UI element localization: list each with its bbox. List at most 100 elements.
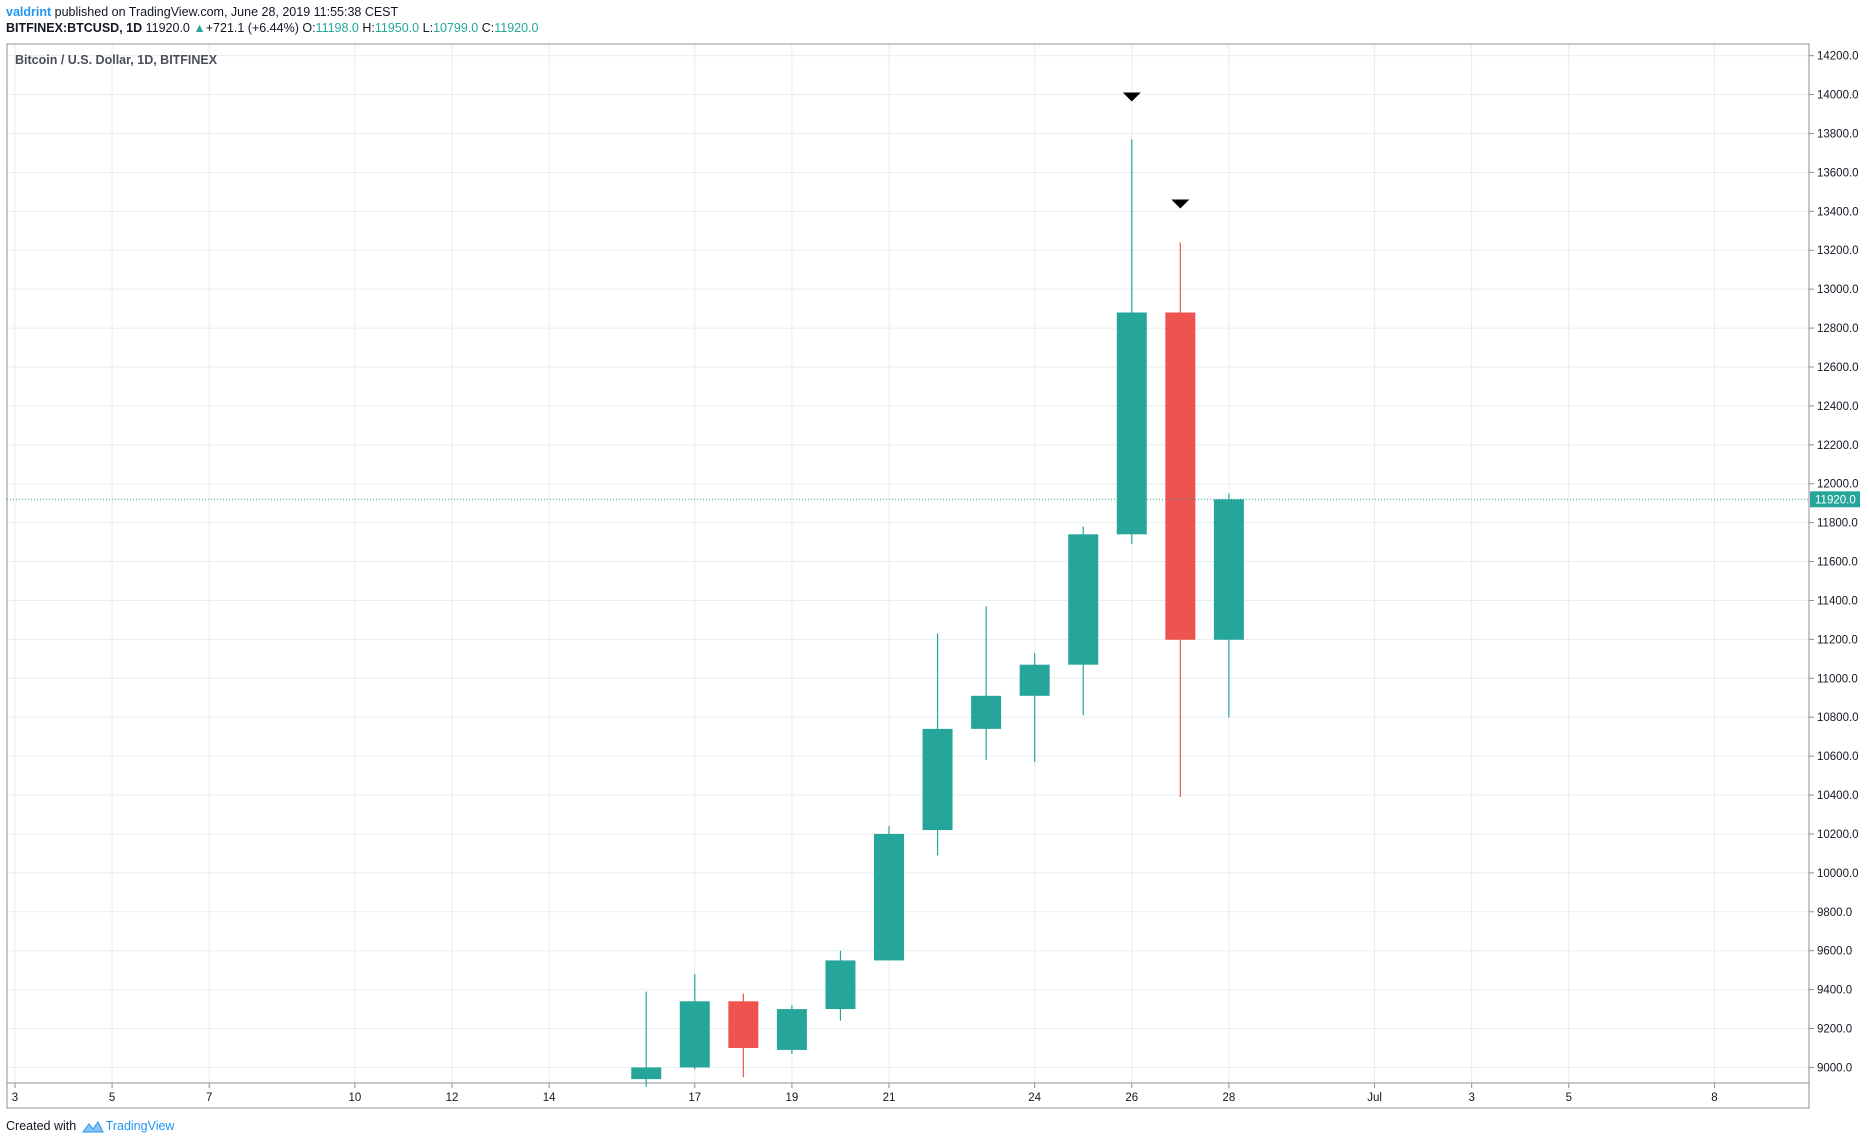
- price-tick-label: 11800.0: [1817, 518, 1858, 530]
- candle[interactable]: [825, 950, 856, 1021]
- time-tick-label: 19: [785, 1092, 798, 1104]
- price-tick-label: 9400.0: [1817, 985, 1852, 997]
- high-label: H:: [362, 21, 375, 35]
- high-value: 11950.0: [374, 21, 420, 35]
- price-tick-label: 13800.0: [1817, 129, 1859, 141]
- candle-body: [728, 1001, 759, 1048]
- candle[interactable]: [776, 1005, 807, 1054]
- candle-body: [874, 833, 904, 961]
- price-tick-label: 9800.0: [1817, 907, 1852, 919]
- time-tick-label: 10: [348, 1092, 361, 1104]
- candle[interactable]: [728, 993, 759, 1078]
- candle-body: [1116, 312, 1147, 535]
- price-tick-label: 14000.0: [1817, 90, 1859, 102]
- price-tick-label: 11600.0: [1817, 557, 1858, 569]
- price-tick-label: 12400.0: [1817, 401, 1859, 413]
- candle[interactable]: [922, 633, 953, 856]
- open-value: 11198.0: [315, 21, 359, 35]
- candle-body: [631, 1067, 662, 1080]
- open-label: O:: [302, 21, 316, 35]
- price-tick-label: 14200.0: [1817, 51, 1859, 63]
- price-tick-label: 11400.0: [1817, 595, 1858, 607]
- candle-body: [1165, 312, 1196, 640]
- symbol-label: BITFINEX:BTCUSD, 1D: [6, 21, 143, 35]
- price-tick-label: 13000.0: [1817, 284, 1859, 296]
- price-tick-label: 10400.0: [1817, 790, 1859, 802]
- price-change: +721.1 (+6.44%): [205, 21, 299, 35]
- price-tick-label: 9200.0: [1817, 1024, 1852, 1036]
- published-text: published on TradingView.com, June 28, 2…: [54, 5, 399, 19]
- candle[interactable]: [1019, 653, 1050, 762]
- candle-body: [971, 695, 1002, 729]
- last-price-line: 11920.0: [7, 491, 1860, 508]
- last-price-badge-label: 11920.0: [1815, 494, 1856, 506]
- time-tick-label: Jul: [1367, 1092, 1382, 1104]
- candle-body: [1068, 534, 1099, 665]
- time-tick-label: 7: [206, 1092, 212, 1104]
- price-tick-label: 12200.0: [1817, 440, 1859, 452]
- created-with-text: Created with: [6, 1119, 77, 1133]
- chart-title: Bitcoin / U.S. Dollar, 1D, BITFINEX: [15, 53, 218, 67]
- candles: [631, 139, 1244, 1087]
- tradingview-logo-icon: [81, 1120, 104, 1133]
- arrow-down-marker-icon: [1171, 199, 1190, 209]
- candle-body: [1213, 499, 1244, 640]
- chart-frame: [6, 43, 1810, 1109]
- candle-body: [776, 1009, 807, 1050]
- candle[interactable]: [1213, 493, 1244, 718]
- publish-line: valdrint published on TradingView.com, J…: [6, 4, 539, 20]
- low-label: L:: [422, 21, 434, 35]
- time-tick-label: 17: [688, 1092, 701, 1104]
- time-tick-label: 5: [1566, 1092, 1572, 1104]
- low-value: 10799.0: [433, 21, 479, 35]
- price-tick-label: 10000.0: [1817, 868, 1859, 880]
- price-tick-label: 11200.0: [1817, 634, 1858, 646]
- price-tick-label: 12000.0: [1817, 479, 1859, 491]
- candle[interactable]: [1165, 242, 1196, 797]
- time-tick-label: 8: [1711, 1092, 1717, 1104]
- time-axis[interactable]: 3 5 7 10 12 14 17 19 21 24 26 28 Jul 3 5 8: [12, 1083, 1718, 1104]
- candle[interactable]: [1068, 526, 1099, 716]
- candle-body: [1019, 664, 1050, 696]
- time-tick-label: 26: [1125, 1092, 1138, 1104]
- markers: [1122, 92, 1190, 209]
- candle[interactable]: [874, 826, 904, 961]
- chart-header: valdrint published on TradingView.com, J…: [6, 4, 539, 36]
- price-tick-label: 13400.0: [1817, 206, 1859, 218]
- last-price: 11920.0: [145, 21, 190, 35]
- time-tick-label: 3: [1468, 1092, 1474, 1104]
- price-tick-label: 10600.0: [1817, 751, 1859, 763]
- time-tick-label: 28: [1222, 1092, 1235, 1104]
- candle-body: [825, 960, 856, 1010]
- ohlc-line: BITFINEX:BTCUSD, 1D 11920.0 ▲+721.1 (+6.…: [6, 20, 539, 36]
- candle[interactable]: [971, 606, 1002, 761]
- time-tick-label: 5: [109, 1092, 115, 1104]
- grid: [7, 44, 1809, 1083]
- price-tick-label: 11000.0: [1817, 673, 1858, 685]
- price-tick-label: 10800.0: [1817, 712, 1859, 724]
- price-axis[interactable]: 9000.0 9200.0 9400.0 9600.0 9800.0 10000.0 102…: [1809, 51, 1859, 1075]
- price-tick-label: 10200.0: [1817, 829, 1859, 841]
- time-tick-label: 24: [1028, 1092, 1041, 1104]
- last-price-badge: [1810, 491, 1860, 508]
- up-triangle-icon: ▲: [193, 21, 206, 35]
- candle[interactable]: [631, 991, 662, 1087]
- author-link[interactable]: valdrint: [6, 5, 52, 19]
- arrow-down-marker-icon: [1122, 92, 1141, 102]
- footer: Created with TradingView: [6, 1119, 174, 1134]
- time-tick-label: 21: [883, 1092, 896, 1104]
- price-tick-label: 13200.0: [1817, 245, 1859, 257]
- price-tick-label: 9600.0: [1817, 946, 1852, 958]
- tradingview-brand-link[interactable]: TradingView: [105, 1119, 175, 1133]
- close-value: 11920.0: [494, 21, 539, 35]
- price-tick-label: 12800.0: [1817, 323, 1859, 335]
- candle-body: [679, 1001, 710, 1068]
- time-tick-label: 12: [446, 1092, 459, 1104]
- candle[interactable]: [679, 974, 710, 1070]
- candle-body: [922, 728, 953, 831]
- price-tick-label: 9000.0: [1817, 1062, 1852, 1074]
- candle[interactable]: [1116, 139, 1147, 545]
- time-tick-label: 14: [543, 1092, 556, 1104]
- time-tick-label: 3: [12, 1092, 18, 1104]
